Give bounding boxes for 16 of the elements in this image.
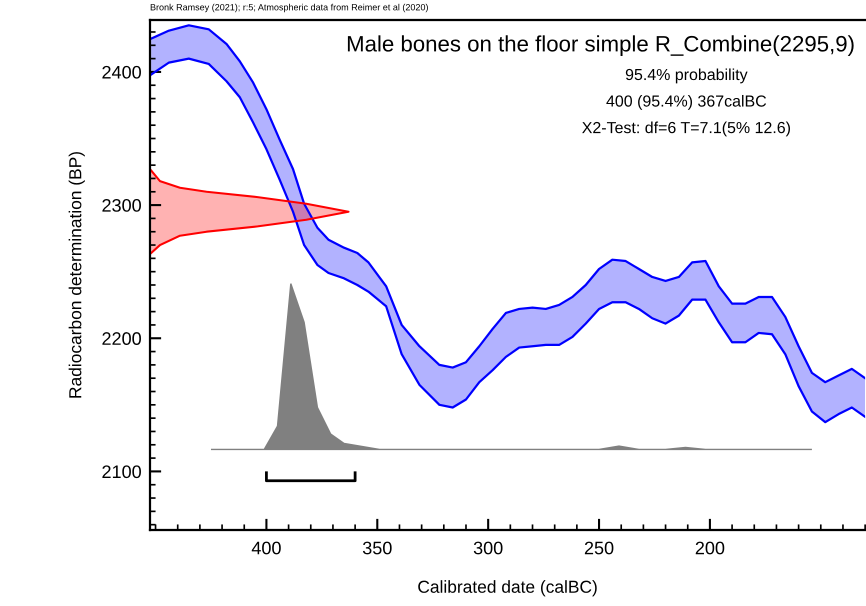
y-tick-label: 2300 bbox=[102, 199, 141, 212]
annotation: 95.4% probability bbox=[626, 68, 748, 84]
y-axis-title: Radiocarbon determination (BP) bbox=[68, 152, 85, 398]
x-tick-label: 250 bbox=[584, 542, 614, 554]
y-tick-label: 2400 bbox=[102, 66, 141, 79]
y-tick-label: 2200 bbox=[102, 332, 141, 345]
x-tick-label: 400 bbox=[252, 542, 281, 554]
x-axis-title: Calibrated date (calBC) bbox=[418, 580, 597, 596]
text: Male bones on the floor simple R_Combine(2295,9) bbox=[348, 35, 854, 56]
x-tick-label: 300 bbox=[474, 542, 503, 554]
annotation: 400 (95.4%) 367calBC bbox=[606, 94, 766, 110]
x-tick-label: 200 bbox=[696, 542, 724, 554]
x-tick-label: 350 bbox=[362, 542, 392, 554]
text: Bronk Ramsey (2021); r:5; Atmospheric data from Reimer et al (2020) bbox=[150, 4, 428, 12]
annotation: X2-Test: df=6 T=7.1(5% 12.6) bbox=[582, 121, 790, 136]
y-tick-label: 2100 bbox=[102, 465, 141, 478]
